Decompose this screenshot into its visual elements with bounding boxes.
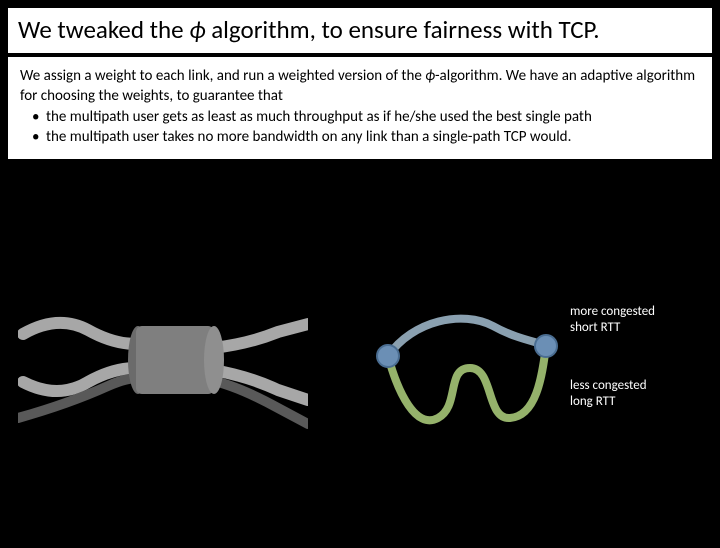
caption-line: more congested	[570, 304, 655, 319]
title-prefix: We tweaked the	[18, 14, 189, 45]
body-container: We assign a weight to each link, and run…	[8, 57, 712, 159]
paths-diagram-icon	[368, 298, 568, 448]
caption-line: short RTT	[570, 320, 620, 335]
title-container: We tweaked the ϕ algorithm, to ensure fa…	[8, 8, 712, 53]
title-suffix: algorithm, to ensure fairness with TCP.	[206, 14, 600, 45]
list-item: the multipath user takes no more bandwid…	[20, 128, 700, 148]
pipe-diagram-icon	[18, 308, 308, 438]
intro-phi: ϕ	[425, 67, 435, 85]
intro-prefix: We assign a weight to each link, and run…	[20, 67, 425, 85]
caption-line: less congested	[570, 378, 647, 393]
bullet-list: the multipath user gets as least as much…	[20, 108, 700, 147]
caption-congested: more congested short RTT	[570, 304, 655, 335]
caption-less-congested: less congested long RTT	[570, 378, 647, 409]
diagram-area: more congested short RTT less congested …	[8, 288, 712, 458]
page-title: We tweaked the ϕ algorithm, to ensure fa…	[18, 14, 702, 45]
caption-line: long RTT	[570, 394, 616, 409]
title-phi: ϕ	[189, 14, 205, 45]
body-intro: We assign a weight to each link, and run…	[20, 67, 700, 106]
list-item: the multipath user gets as least as much…	[20, 108, 700, 128]
